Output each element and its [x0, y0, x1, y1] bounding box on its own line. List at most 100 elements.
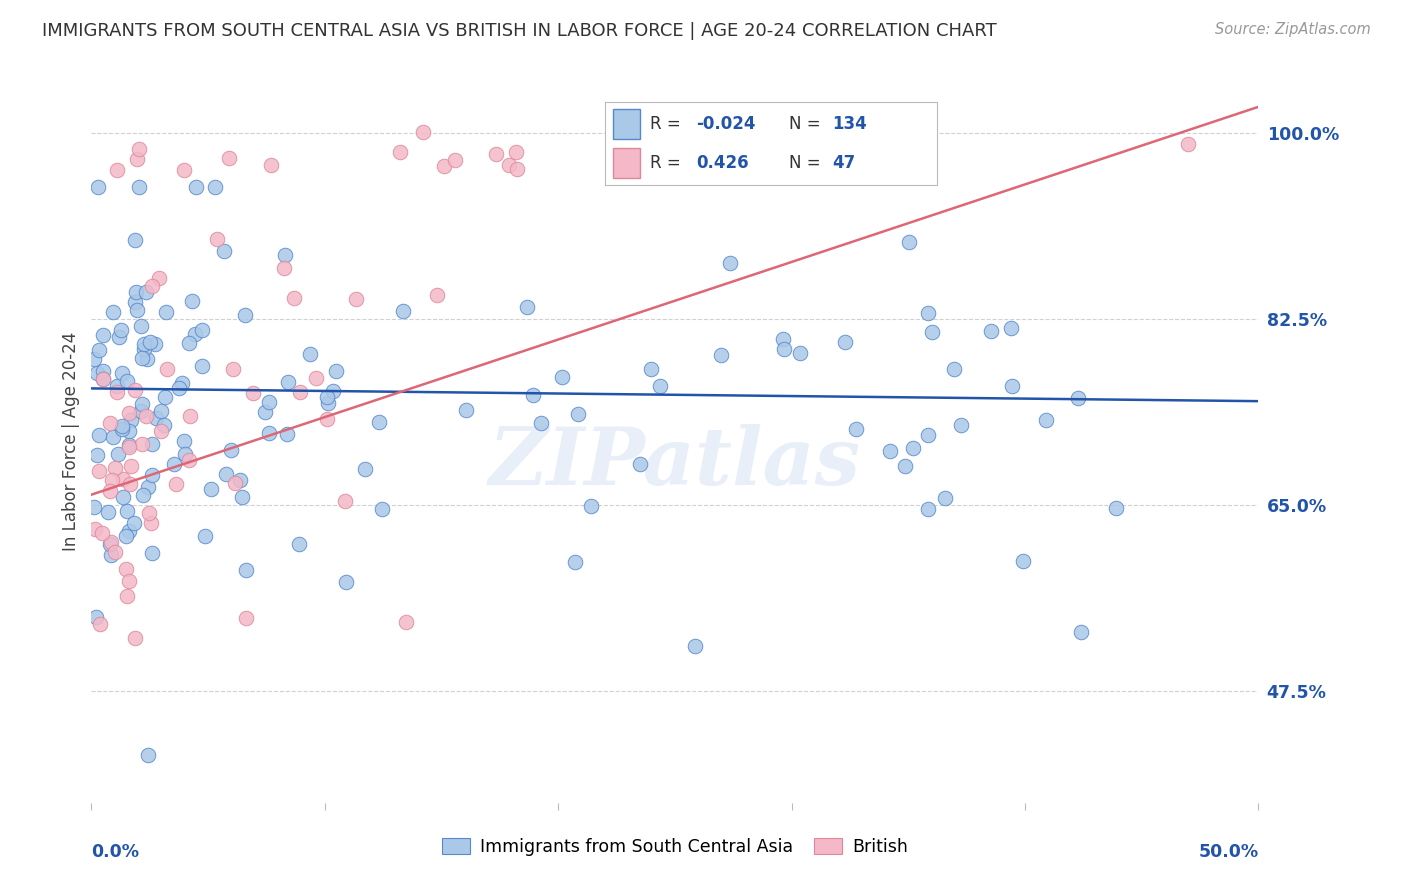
Point	[772, 342, 794, 356]
Point	[135, 409, 157, 423]
Point	[167, 381, 190, 395]
Text: IMMIGRANTS FROM SOUTH CENTRAL ASIA VS BRITISH IN LABOR FORCE | AGE 20-24 CORRELA: IMMIGRANTS FROM SOUTH CENTRAL ASIA VS BR…	[42, 22, 997, 40]
Point	[124, 233, 146, 247]
Point	[259, 394, 281, 409]
Point	[153, 390, 176, 404]
Y-axis label: In Labor Force | Age 20-24: In Labor Force | Age 20-24	[62, 332, 80, 551]
Point	[505, 145, 527, 160]
Point	[91, 327, 114, 342]
Point	[125, 152, 148, 166]
Point	[93, 372, 115, 386]
Point	[516, 300, 538, 314]
Point	[98, 416, 121, 430]
Point	[897, 235, 920, 249]
Point	[110, 323, 132, 337]
Point	[131, 397, 153, 411]
Point	[118, 438, 141, 452]
Point	[98, 484, 121, 499]
Point	[124, 294, 146, 309]
Point	[917, 428, 939, 442]
Point	[120, 412, 142, 426]
Point	[97, 505, 120, 519]
Point	[136, 747, 159, 762]
Point	[1000, 320, 1022, 334]
Point	[100, 548, 122, 562]
Point	[111, 422, 134, 436]
Point	[107, 447, 129, 461]
Point	[433, 159, 456, 173]
Point	[1035, 413, 1057, 427]
Point	[132, 337, 155, 351]
Point	[564, 555, 586, 569]
Point	[110, 419, 132, 434]
Point	[110, 366, 132, 380]
Point	[141, 278, 163, 293]
Point	[101, 473, 124, 487]
Legend: Immigrants from South Central Asia, British: Immigrants from South Central Asia, Brit…	[434, 830, 915, 863]
Point	[124, 383, 146, 397]
Point	[231, 490, 253, 504]
Point	[215, 467, 238, 481]
Point	[1001, 379, 1024, 393]
Point	[274, 248, 297, 262]
Point	[100, 534, 122, 549]
Point	[579, 499, 602, 513]
Point	[834, 334, 856, 349]
Point	[392, 303, 415, 318]
Point	[640, 361, 662, 376]
Point	[254, 405, 277, 419]
Point	[181, 294, 204, 309]
Point	[1070, 624, 1092, 639]
Point	[710, 348, 733, 362]
Point	[118, 574, 141, 588]
Point	[214, 244, 236, 259]
Point	[325, 363, 347, 377]
Point	[120, 459, 142, 474]
Text: 0.426: 0.426	[696, 154, 749, 172]
Point	[173, 434, 195, 449]
Point	[229, 474, 252, 488]
Point	[184, 327, 207, 342]
Point	[83, 351, 105, 366]
Point	[117, 424, 139, 438]
Point	[91, 526, 114, 541]
Point	[131, 437, 153, 451]
Point	[950, 417, 973, 432]
Point	[128, 179, 150, 194]
Point	[115, 504, 138, 518]
Text: 0.0%: 0.0%	[91, 843, 139, 861]
Point	[980, 324, 1002, 338]
Point	[156, 362, 179, 376]
Point	[551, 369, 574, 384]
Point	[155, 305, 177, 319]
Point	[273, 261, 295, 276]
Point	[118, 476, 141, 491]
Point	[648, 379, 671, 393]
Point	[224, 476, 246, 491]
Point	[1177, 136, 1199, 151]
Point	[942, 362, 965, 376]
Point	[257, 426, 280, 441]
Point	[315, 411, 337, 425]
Point	[93, 371, 115, 385]
Point	[87, 464, 110, 478]
Point	[84, 610, 107, 624]
Point	[173, 163, 195, 178]
Text: 134: 134	[832, 115, 868, 133]
Text: 47: 47	[832, 154, 856, 172]
Point	[485, 147, 508, 161]
Point	[426, 287, 449, 301]
Point	[235, 308, 257, 322]
Point	[165, 476, 187, 491]
Point	[125, 285, 148, 300]
FancyBboxPatch shape	[613, 148, 640, 178]
Point	[299, 346, 322, 360]
Point	[235, 611, 257, 625]
Point	[125, 303, 148, 318]
Point	[395, 615, 418, 630]
Point	[917, 306, 939, 320]
Text: R =: R =	[650, 115, 686, 133]
Point	[104, 545, 127, 559]
Point	[205, 232, 228, 246]
Point	[335, 574, 357, 589]
